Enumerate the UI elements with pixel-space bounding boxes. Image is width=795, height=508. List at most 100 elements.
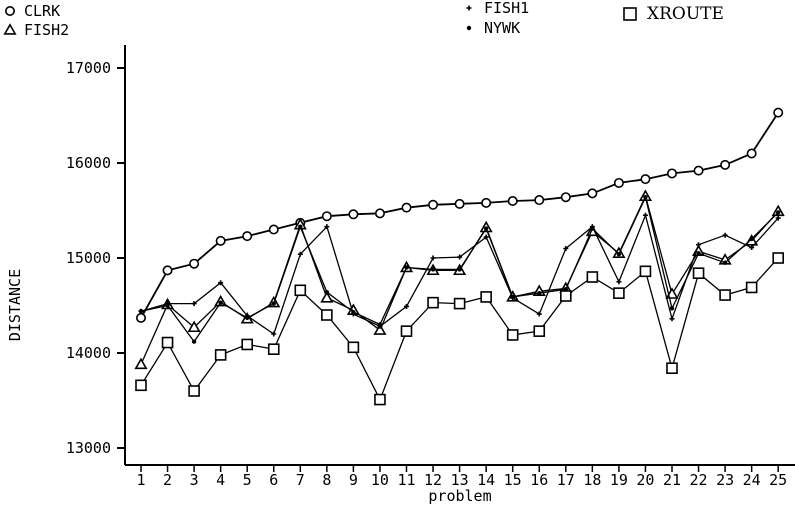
legend-marker-xroute: [623, 7, 637, 21]
data-point-nywk: [616, 252, 622, 257]
data-point-clrk: [746, 148, 757, 159]
data-point-nywk: [430, 267, 436, 272]
x-axis-title: problem: [428, 487, 491, 505]
series-clrk: [136, 107, 784, 323]
data-point-xroute: [745, 281, 758, 294]
data-point-clrk: [507, 196, 518, 207]
x-tick-label: 12: [424, 471, 442, 489]
data-point-clrk: [428, 199, 439, 210]
x-tick-label: 19: [610, 471, 628, 489]
data-point-nywk: [776, 210, 781, 215]
data-point-clrk: [374, 208, 385, 219]
data-point-nywk: [510, 294, 515, 300]
y-tick-label: 13000: [66, 439, 111, 457]
x-tick-label: 18: [583, 471, 601, 489]
data-point-nywk: [245, 315, 250, 321]
data-point-xroute: [267, 343, 280, 356]
data-point-fish1: [669, 316, 675, 322]
series-line-fish2: [140, 194, 779, 365]
legend-item-nywk: NYWK: [466, 19, 520, 37]
data-point-fish1: [563, 246, 569, 251]
data-point-xroute: [347, 341, 360, 354]
legend-label-fish2: FISH2: [24, 21, 69, 39]
x-tick-label: 9: [349, 471, 358, 489]
x-tick-label: 7: [296, 471, 305, 489]
x-tick-label: 3: [190, 471, 199, 489]
x-tick-label: 24: [743, 471, 761, 489]
data-point-nywk: [457, 267, 462, 272]
data-point-xroute: [135, 379, 147, 392]
data-point-xroute: [400, 325, 413, 337]
data-point-xroute: [161, 336, 174, 349]
legend-marker-clrk: [5, 6, 15, 16]
data-point-xroute: [559, 290, 572, 302]
series-line-xroute: [140, 257, 779, 402]
x-tick-label: 4: [216, 471, 225, 489]
x-tick-label: 20: [636, 471, 654, 489]
data-point-xroute: [374, 393, 386, 406]
data-point-clrk: [162, 265, 173, 276]
data-point-nywk: [749, 236, 754, 242]
data-point-clrk: [560, 192, 571, 203]
data-point-nywk: [191, 339, 197, 344]
data-point-nywk: [483, 226, 489, 231]
data-point-fish1: [404, 303, 409, 309]
x-tick-label: 22: [690, 471, 708, 489]
data-point-xroute: [321, 309, 333, 321]
data-point-fish2: [134, 357, 148, 370]
legend-label-clrk: CLRK: [24, 2, 60, 20]
data-point-fish1: [696, 242, 702, 248]
data-point-clrk: [481, 197, 492, 208]
data-point-clrk: [268, 224, 279, 235]
data-point-fish1: [430, 255, 436, 261]
data-point-xroute: [294, 284, 307, 297]
legend-marker-nywk: [466, 25, 472, 31]
data-point-fish1: [483, 234, 489, 240]
data-point-clrk: [242, 231, 253, 242]
data-point-xroute: [188, 385, 200, 397]
series-xroute: [135, 252, 785, 406]
data-point-clrk: [136, 312, 147, 323]
x-tick-label: 14: [477, 471, 495, 489]
data-point-xroute: [214, 349, 227, 361]
data-point-nywk: [298, 224, 303, 229]
data-point-nywk: [138, 309, 144, 314]
data-point-clrk: [348, 209, 359, 220]
x-tick-label: 17: [557, 471, 575, 489]
data-point-nywk: [590, 226, 595, 231]
x-tick-label: 10: [371, 471, 389, 489]
data-point-clrk: [693, 165, 704, 176]
data-point-fish2: [320, 291, 334, 303]
data-point-xroute: [453, 297, 466, 310]
data-point-nywk: [271, 301, 276, 306]
legend-label-xroute: XROUTE: [647, 4, 724, 24]
data-point-nywk: [218, 300, 223, 305]
data-point-clrk: [720, 159, 731, 170]
y-tick-label: 15000: [66, 249, 111, 267]
data-point-xroute: [719, 289, 731, 301]
x-tick-label: 5: [243, 471, 252, 489]
x-tick-label: 13: [451, 471, 469, 489]
x-tick-label: 1: [136, 471, 145, 489]
data-point-fish1: [218, 280, 224, 286]
data-point-clrk: [587, 188, 598, 199]
data-point-clrk: [454, 198, 465, 209]
data-point-nywk: [165, 303, 170, 308]
legend-item-clrk: CLRK: [5, 2, 60, 20]
data-point-nywk: [537, 290, 542, 296]
x-tick-label: 8: [322, 471, 331, 489]
x-tick-label: 23: [716, 471, 734, 489]
data-point-fish2: [373, 323, 387, 335]
data-point-xroute: [506, 329, 519, 341]
data-point-fish1: [722, 232, 728, 238]
data-point-clrk: [189, 258, 200, 269]
data-point-nywk: [404, 265, 409, 270]
data-point-fish1: [775, 215, 781, 221]
data-point-xroute: [692, 267, 705, 280]
data-point-xroute: [241, 338, 253, 351]
data-point-xroute: [639, 265, 652, 278]
data-point-fish1: [324, 224, 330, 230]
x-tick-label: 11: [397, 471, 415, 489]
data-point-nywk: [643, 195, 648, 200]
